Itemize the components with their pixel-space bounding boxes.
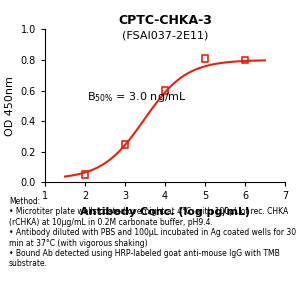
Text: B$_{50\%}$ = 3.0 ng/mL: B$_{50\%}$ = 3.0 ng/mL bbox=[87, 90, 187, 104]
Point bbox=[82, 172, 87, 177]
Text: (FSAI037-2E11): (FSAI037-2E11) bbox=[122, 30, 208, 40]
Point bbox=[243, 58, 248, 62]
Text: Method:
• Microtiter plate wells coated overnight at 4°C  with 100μL of rec. CHK: Method: • Microtiter plate wells coated … bbox=[9, 197, 296, 268]
Point bbox=[202, 56, 207, 61]
Point bbox=[123, 142, 128, 146]
Point bbox=[163, 88, 167, 93]
Y-axis label: OD 450nm: OD 450nm bbox=[5, 76, 15, 136]
Text: CPTC-CHKA-3: CPTC-CHKA-3 bbox=[118, 14, 212, 27]
X-axis label: Antibody Conc. (log pg/mL): Antibody Conc. (log pg/mL) bbox=[80, 207, 250, 217]
